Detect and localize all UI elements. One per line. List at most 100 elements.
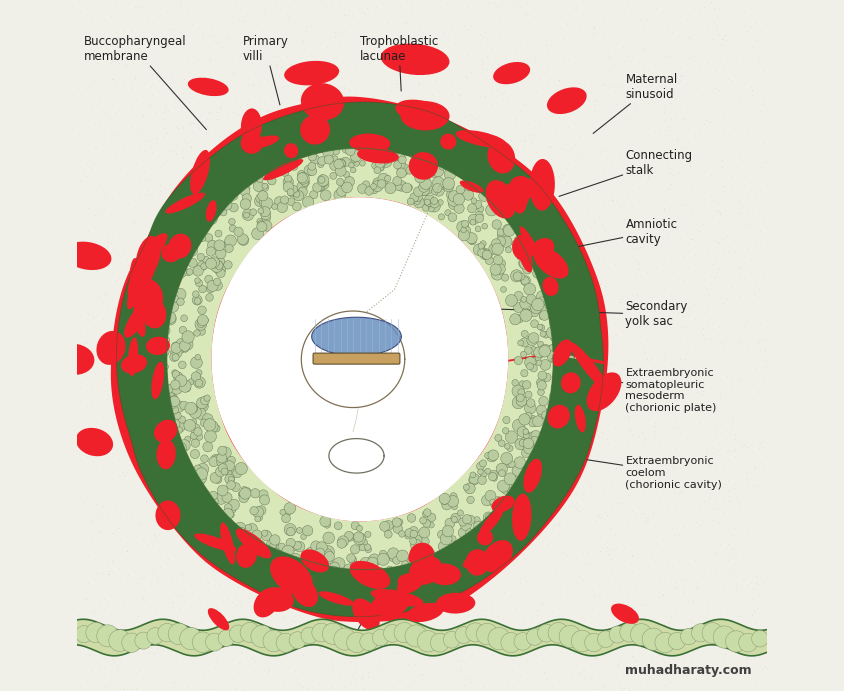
- Point: [169, 148, 182, 159]
- Point: [114, 657, 127, 668]
- Point: [144, 642, 158, 653]
- Point: [648, 428, 662, 439]
- Circle shape: [322, 146, 333, 158]
- Point: [106, 528, 119, 539]
- Point: [674, 600, 687, 612]
- Circle shape: [437, 530, 446, 539]
- Point: [699, 332, 712, 343]
- Point: [237, 10, 251, 21]
- Circle shape: [553, 354, 564, 364]
- Point: [733, 603, 747, 614]
- Circle shape: [482, 250, 491, 260]
- Point: [133, 142, 146, 153]
- Circle shape: [196, 433, 203, 440]
- Point: [392, 305, 406, 316]
- Point: [79, 191, 93, 202]
- Circle shape: [201, 222, 210, 231]
- Point: [316, 419, 330, 430]
- Circle shape: [405, 533, 410, 539]
- Point: [294, 665, 307, 676]
- Point: [452, 230, 466, 241]
- Point: [393, 574, 407, 585]
- Point: [703, 83, 717, 94]
- Point: [373, 476, 387, 487]
- Point: [360, 31, 374, 42]
- Point: [595, 343, 609, 354]
- Point: [520, 379, 533, 390]
- Point: [294, 365, 307, 376]
- Point: [347, 541, 360, 552]
- Point: [116, 245, 130, 256]
- Point: [456, 491, 469, 502]
- Point: [487, 281, 500, 292]
- Point: [549, 422, 562, 433]
- Point: [273, 634, 286, 645]
- Point: [248, 138, 262, 149]
- Point: [231, 170, 245, 181]
- Point: [397, 256, 410, 267]
- Point: [507, 106, 521, 117]
- Point: [376, 148, 389, 159]
- Point: [113, 683, 127, 691]
- Circle shape: [527, 335, 538, 346]
- Point: [393, 344, 407, 355]
- Point: [563, 9, 576, 20]
- Point: [545, 523, 559, 534]
- Point: [491, 334, 505, 345]
- Circle shape: [180, 401, 188, 410]
- Point: [154, 160, 168, 171]
- Point: [512, 352, 526, 363]
- Circle shape: [564, 341, 573, 350]
- Point: [421, 653, 435, 664]
- Point: [389, 456, 403, 467]
- Circle shape: [400, 563, 412, 576]
- Point: [148, 531, 161, 542]
- Circle shape: [197, 254, 204, 261]
- Point: [555, 323, 568, 334]
- Point: [149, 106, 163, 117]
- Point: [625, 607, 638, 618]
- Point: [247, 428, 261, 439]
- Point: [355, 6, 369, 17]
- Point: [89, 436, 102, 447]
- Point: [745, 41, 759, 53]
- Circle shape: [344, 564, 354, 574]
- Point: [267, 359, 280, 370]
- Point: [377, 215, 391, 226]
- Point: [542, 460, 555, 471]
- Point: [195, 234, 208, 245]
- Circle shape: [524, 347, 533, 354]
- Point: [177, 199, 191, 210]
- Point: [406, 98, 419, 109]
- Point: [94, 625, 107, 636]
- Point: [222, 139, 235, 150]
- Circle shape: [378, 165, 383, 171]
- Point: [679, 200, 693, 211]
- Point: [219, 390, 232, 401]
- Circle shape: [317, 162, 324, 168]
- Point: [136, 591, 149, 603]
- Point: [690, 674, 703, 685]
- Circle shape: [341, 157, 350, 167]
- Circle shape: [380, 147, 392, 160]
- Point: [629, 243, 642, 254]
- Circle shape: [211, 178, 221, 187]
- Point: [356, 623, 370, 634]
- Point: [98, 681, 111, 691]
- Point: [306, 370, 319, 381]
- Point: [306, 549, 320, 560]
- Circle shape: [547, 243, 553, 248]
- Point: [662, 618, 675, 629]
- Point: [548, 413, 561, 424]
- Point: [389, 259, 403, 270]
- Point: [175, 231, 188, 242]
- Circle shape: [209, 524, 217, 531]
- Circle shape: [482, 495, 492, 506]
- Ellipse shape: [485, 180, 516, 218]
- Point: [344, 75, 357, 86]
- Point: [586, 460, 599, 471]
- Point: [702, 116, 716, 127]
- Circle shape: [365, 187, 373, 195]
- Point: [506, 518, 519, 529]
- Point: [643, 500, 657, 511]
